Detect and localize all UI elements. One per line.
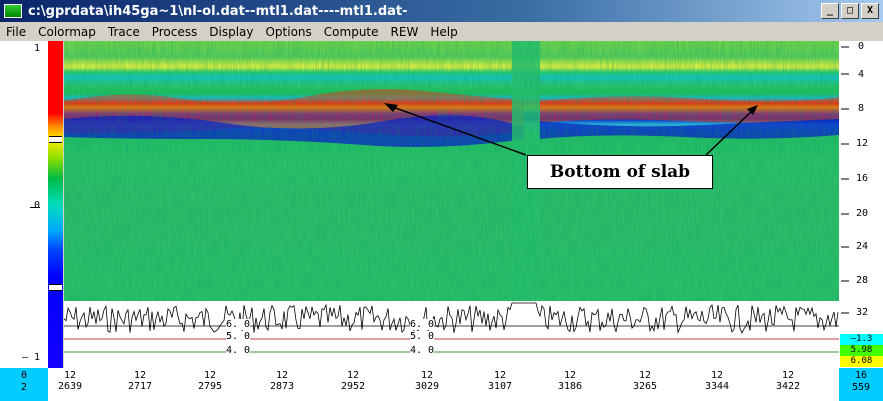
- depth-label-20: 20: [856, 208, 869, 219]
- depth-axis: [839, 41, 883, 368]
- window-controls: _ □ X: [821, 3, 879, 19]
- scan-tick-top: 12: [710, 370, 724, 381]
- minimize-button[interactable]: _: [821, 3, 839, 19]
- scan-axis-ticks: 12 2639 12 2717 12 2795 12 2873 12 2952 …: [48, 368, 839, 401]
- depth-label-12: 12: [856, 138, 869, 149]
- colormap-bar[interactable]: [48, 41, 63, 368]
- menu-display[interactable]: Display: [209, 24, 254, 39]
- scan-tick-bottom: 2717: [127, 381, 153, 392]
- depth-label-4: 4: [858, 69, 865, 80]
- trace-waveform: [63, 302, 839, 334]
- scan-tick-top: 12: [638, 370, 652, 381]
- scan-tick-bottom: 2952: [340, 381, 366, 392]
- scan-axis: 0 2 12 2639 12 2717 12 2795 12 2873 12 2…: [0, 368, 883, 401]
- depth-axis-ticks: [841, 46, 849, 314]
- menu-bar: File Colormap Trace Process Display Opti…: [0, 22, 883, 41]
- colormap-marker-lower[interactable]: [49, 284, 62, 291]
- trace-label-6-left: 6. 0: [226, 319, 251, 330]
- menu-process[interactable]: Process: [151, 24, 198, 39]
- trace-label-5-mid: 5. 0: [410, 331, 435, 342]
- depth-label-16: 16: [856, 173, 869, 184]
- cursor-value-b: 5.98: [840, 345, 883, 356]
- scan-tick-bottom: 3029: [414, 381, 440, 392]
- bottom-of-slab-callout: Bottom of slab: [527, 155, 713, 189]
- scan-axis-left-bottom: 2: [20, 382, 28, 393]
- menu-colormap[interactable]: Colormap: [38, 24, 96, 39]
- depth-label-8: 8: [858, 103, 865, 114]
- scan-tick-bottom: 3107: [487, 381, 513, 392]
- scan-tick-bottom: 2873: [269, 381, 295, 392]
- scan-tick-bottom: 2795: [197, 381, 223, 392]
- scan-tick-top: 12: [781, 370, 795, 381]
- scan-tick-top: 12: [275, 370, 289, 381]
- scale-label-top: 1: [34, 43, 41, 54]
- scan-tick-top: 12: [420, 370, 434, 381]
- app-icon[interactable]: [4, 4, 22, 18]
- cursor-value-c: 6.08: [840, 356, 883, 367]
- scale-label-bottom: – 1: [22, 352, 41, 363]
- menu-options[interactable]: Options: [265, 24, 312, 39]
- trace-plot: [63, 302, 839, 353]
- scan-tick-bottom: 3344: [704, 381, 730, 392]
- trace-label-4-left: 4. 0: [226, 345, 251, 356]
- arrow-left-line: [389, 105, 527, 156]
- arrow-right-line: [705, 109, 754, 156]
- scan-tick-bottom: 3186: [557, 381, 583, 392]
- trace-label-5-left: 5. 0: [226, 331, 251, 342]
- menu-rew[interactable]: REW: [390, 24, 419, 39]
- scan-tick-top: 12: [63, 370, 77, 381]
- colormap-marker-upper[interactable]: [49, 136, 62, 143]
- depth-label-24: 24: [856, 241, 869, 252]
- scan-axis-right-bottom: 559: [851, 382, 871, 393]
- close-button[interactable]: X: [861, 3, 879, 19]
- scan-axis-right-box: 16 559: [839, 368, 883, 401]
- scan-axis-right-top: 16: [854, 370, 868, 381]
- amplitude-scale-panel: [0, 41, 48, 368]
- scan-tick-top: 12: [346, 370, 360, 381]
- arrow-right-head: [747, 105, 758, 115]
- maximize-button[interactable]: □: [841, 3, 859, 19]
- scan-tick-top: 12: [203, 370, 217, 381]
- annotation-arrows: [384, 103, 758, 156]
- menu-trace[interactable]: Trace: [107, 24, 140, 39]
- trace-label-4-mid: 4. 0: [410, 345, 435, 356]
- trace-label-6-mid: 6. 0: [410, 319, 435, 330]
- scale-label-mid: 0: [34, 200, 41, 211]
- arrow-left-head: [384, 103, 398, 112]
- depth-label-28: 28: [856, 275, 869, 286]
- scan-axis-left-box: 0 2: [0, 368, 48, 401]
- scan-tick-bottom: 3422: [775, 381, 801, 392]
- scale-tick: [30, 207, 40, 208]
- scan-tick-bottom: 2639: [57, 381, 83, 392]
- scan-axis-left-top: 0: [20, 370, 28, 381]
- radargram-image[interactable]: [64, 41, 839, 301]
- cursor-value-a: –1.3: [840, 334, 883, 345]
- radargram-texture: [64, 41, 839, 301]
- depth-label-0: 0: [858, 41, 865, 52]
- scan-tick-top: 12: [563, 370, 577, 381]
- window-title: c:\gprdata\ih45ga~1\nl-ol.dat--mtl1.dat-…: [28, 3, 408, 19]
- menu-help[interactable]: Help: [430, 24, 458, 39]
- title-bar: c:\gprdata\ih45ga~1\nl-ol.dat--mtl1.dat-…: [0, 0, 883, 22]
- depth-label-32: 32: [856, 307, 869, 318]
- menu-compute[interactable]: Compute: [323, 24, 379, 39]
- scan-tick-top: 12: [493, 370, 507, 381]
- menu-file[interactable]: File: [6, 24, 27, 39]
- scan-tick-bottom: 3265: [632, 381, 658, 392]
- scan-tick-top: 12: [133, 370, 147, 381]
- trace-panel[interactable]: [63, 301, 839, 368]
